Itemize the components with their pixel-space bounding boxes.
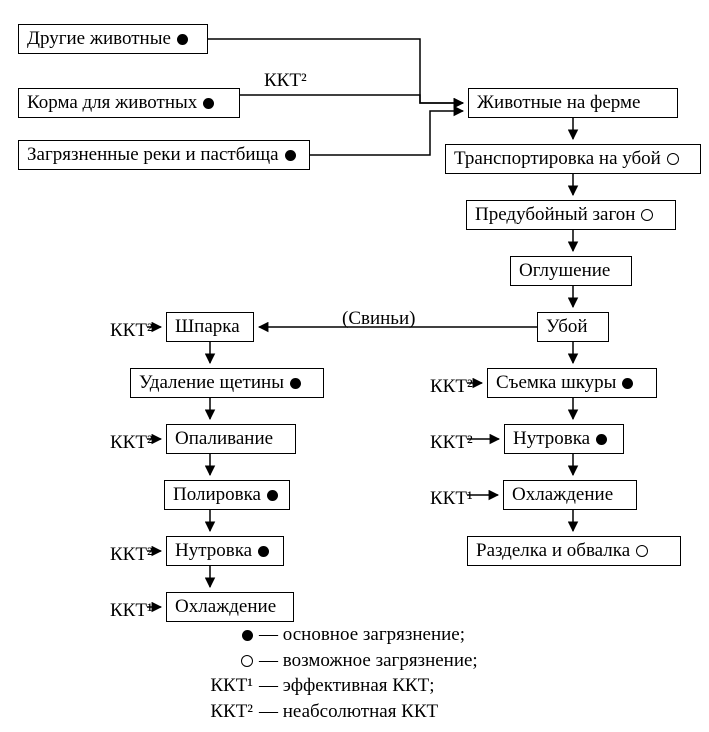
node-label: Убой: [546, 316, 588, 338]
node-label: Шпарка: [175, 316, 240, 338]
legend-row: — основное загрязнение;: [195, 622, 478, 648]
node-evis_right: Нутровка: [504, 424, 624, 454]
node-stun: Оглушение: [510, 256, 632, 286]
node-transport: Транспортировка на убой: [445, 144, 701, 174]
marker-filled-icon: [290, 378, 301, 389]
node-singe: Опаливание: [166, 424, 296, 454]
node-label: Животные на ферме: [477, 92, 640, 114]
pigs-label: (Свиньи): [342, 308, 415, 330]
marker-open-icon: [641, 209, 653, 221]
legend-row: — возможное загрязнение;: [195, 648, 478, 674]
node-cut: Разделка и обвалка: [467, 536, 681, 566]
legend-text: — возможное загрязнение;: [259, 648, 478, 674]
kkt_dehide: ККТ²: [430, 376, 473, 398]
marker-filled-icon: [177, 34, 188, 45]
node-other_animals: Другие животные: [18, 24, 208, 54]
marker-filled-icon: [596, 434, 607, 445]
edge: [208, 39, 463, 103]
edge: [240, 95, 463, 103]
kkt_cool_left: ККТ¹: [110, 600, 153, 622]
marker-filled-icon: [622, 378, 633, 389]
node-label: Съемка шкуры: [496, 372, 616, 394]
kkt_scald: ККТ²: [110, 320, 153, 342]
node-label: Нутровка: [175, 540, 252, 562]
node-polish: Полировка: [164, 480, 290, 510]
legend: — основное загрязнение;— возможное загря…: [195, 622, 478, 725]
legend-text: — основное загрязнение;: [259, 622, 465, 648]
node-evis_left: Нутровка: [166, 536, 284, 566]
node-label: Транспортировка на убой: [454, 148, 661, 170]
kkt_singe: ККТ²: [110, 432, 153, 454]
node-label: Загрязненные реки и пастбища: [27, 144, 279, 166]
edge: [310, 111, 463, 155]
legend-text: — эффективная ККТ;: [259, 673, 434, 699]
node-dehide: Съемка шкуры: [487, 368, 657, 398]
node-polluted: Загрязненные реки и пастбища: [18, 140, 310, 170]
legend-row: ККТ¹— эффективная ККТ;: [195, 673, 478, 699]
node-farm: Животные на ферме: [468, 88, 678, 118]
node-slaughter: Убой: [537, 312, 609, 342]
node-label: Предубойный загон: [475, 204, 635, 226]
marker-open-icon: [667, 153, 679, 165]
node-scald: Шпарка: [166, 312, 254, 342]
node-cool_right: Охлаждение: [503, 480, 637, 510]
legend-marker-filled-icon: [195, 622, 259, 648]
kkt_evis_left: ККТ²: [110, 544, 153, 566]
legend-marker-open-icon: [195, 648, 259, 674]
node-label: Разделка и обвалка: [476, 540, 630, 562]
node-label: Охлаждение: [175, 596, 276, 618]
node-label: Корма для животных: [27, 92, 197, 114]
node-label: Удаление щетины: [139, 372, 284, 394]
kkt_feed: ККТ²: [264, 70, 307, 92]
legend-kkt1-label: ККТ¹: [195, 673, 259, 699]
node-label: Охлаждение: [512, 484, 613, 506]
legend-row: ККТ²— неабсолютная ККТ: [195, 699, 478, 725]
marker-filled-icon: [267, 490, 278, 501]
node-label: Другие животные: [27, 28, 171, 50]
flowchart-canvas: Другие животные Корма для животных Загрязн…: [0, 0, 709, 732]
node-label: Оглушение: [519, 260, 610, 282]
node-dehair: Удаление щетины: [130, 368, 324, 398]
kkt_cool_right: ККТ¹: [430, 488, 473, 510]
marker-open-icon: [636, 545, 648, 557]
marker-filled-icon: [258, 546, 269, 557]
node-cool_left: Охлаждение: [166, 592, 294, 622]
legend-kkt2-label: ККТ²: [195, 699, 259, 725]
marker-filled-icon: [285, 150, 296, 161]
node-preslaughter: Предубойный загон: [466, 200, 676, 230]
node-label: Нутровка: [513, 428, 590, 450]
node-label: Полировка: [173, 484, 261, 506]
marker-filled-icon: [203, 98, 214, 109]
legend-text: — неабсолютная ККТ: [259, 699, 438, 725]
node-label: Опаливание: [175, 428, 273, 450]
node-feed: Корма для животных: [18, 88, 240, 118]
kkt_evis_right: ККТ²: [430, 432, 473, 454]
